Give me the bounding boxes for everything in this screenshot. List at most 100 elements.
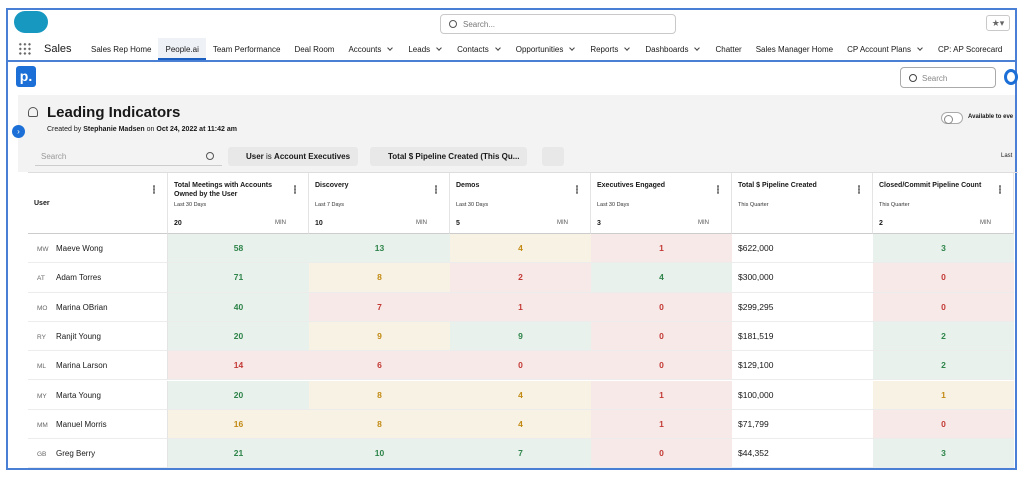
aggregate: MIN	[557, 220, 568, 226]
tab-label: Deal Room	[294, 45, 335, 54]
tab-label: Sales Rep Home	[91, 45, 152, 54]
tab-label: Contacts	[457, 45, 489, 54]
metric-cell: 4	[450, 409, 591, 440]
metric-cell: 14	[168, 351, 309, 381]
user-cell: MW Maeve Wong	[28, 234, 168, 264]
peopleai-logo[interactable]: p.	[16, 66, 36, 87]
target: 3	[597, 220, 601, 227]
initials: ML	[37, 363, 47, 371]
tab[interactable]: CP Account Plans	[840, 38, 931, 60]
aggregate: MIN	[980, 220, 991, 226]
metric-cell: 13	[309, 234, 450, 264]
page-title: Leading Indicators	[47, 104, 181, 121]
metric-cell: 4	[450, 380, 591, 410]
filter-search[interactable]: Search	[35, 147, 222, 166]
period: Last 30 Days	[597, 202, 630, 208]
sidebar-toggle[interactable]: ›	[12, 125, 25, 138]
header-label: Total $ Pipeline Created	[738, 182, 817, 189]
app-launcher[interactable]	[18, 42, 32, 56]
column-header: Executives Engaged Last 30 Days 3 MIN	[591, 173, 732, 234]
frame	[6, 8, 1017, 470]
metric-cell: 0	[591, 439, 732, 468]
metric-cell: 0	[450, 351, 591, 381]
period: Last 7 Days	[315, 202, 345, 208]
metric-cell: $129,100	[732, 351, 873, 381]
column-header: Total $ Pipeline Created This Quarter	[732, 173, 873, 234]
user-name: Adam Torres	[56, 273, 102, 283]
tab[interactable]: Leads	[401, 38, 450, 60]
period: Last 30 Days	[456, 202, 489, 208]
menu	[717, 185, 719, 194]
tab[interactable]: Opportunities	[509, 38, 584, 60]
user-cell: AT Adam Torres	[28, 263, 168, 293]
tab[interactable]: Team Performance	[206, 38, 288, 60]
metric-cell: 0	[591, 321, 732, 352]
metric-cell: $622,000	[732, 234, 873, 264]
toggle[interactable]	[941, 112, 963, 124]
metric-cell: 16	[168, 409, 309, 440]
user-name: Ranjit Young	[56, 331, 101, 341]
columns-button[interactable]	[542, 147, 564, 166]
tab-label: Accounts	[348, 45, 382, 54]
filter-chip[interactable]: Total $ Pipeline Created (This Qu...	[370, 147, 528, 166]
page-search[interactable]: Search	[900, 67, 996, 88]
metric-cell: 0	[873, 292, 1014, 322]
aggregate: MIN	[416, 220, 427, 226]
tab[interactable]: Contacts	[450, 38, 509, 60]
user-cell: RY Ranjit Young	[28, 321, 168, 352]
text: Created by	[47, 126, 82, 133]
metric-cell: $44,352	[732, 439, 873, 468]
tab-label: Opportunities	[515, 45, 564, 54]
assistant-button[interactable]	[1004, 69, 1018, 85]
tab[interactable]: Chatter	[708, 38, 748, 60]
user-name: Marta Young	[56, 390, 101, 400]
toggle-label: Available to eve	[968, 114, 1014, 120]
app-name: Sales	[44, 43, 72, 55]
initials: MO	[37, 304, 48, 312]
metric-cell: 58	[168, 234, 309, 264]
tab[interactable]: Sales Rep Home	[84, 38, 158, 60]
metric-cell: 10	[309, 439, 450, 468]
tab-label: Dashboards	[645, 45, 689, 54]
filter-value: Account Executives	[274, 152, 351, 161]
tab[interactable]: Accounts	[341, 38, 401, 60]
aggregate: MIN	[275, 220, 286, 226]
metric-cell: 2	[873, 321, 1014, 352]
metric-cell: 20	[168, 380, 309, 410]
metric-cell: 1	[591, 409, 732, 440]
metric-cell: 0	[591, 292, 732, 322]
column-header: User	[28, 173, 168, 234]
tab[interactable]: People.ai	[158, 38, 206, 60]
metric-cell: 1	[873, 380, 1014, 410]
menu	[858, 185, 860, 194]
tab[interactable]: CP: AP Scorecard	[931, 38, 1009, 60]
metric-cell: $100,000	[732, 380, 873, 410]
metric-cell: 1	[591, 380, 732, 410]
tab[interactable]: Deal Room	[287, 38, 341, 60]
metric-cell: 20	[168, 321, 309, 352]
metric-cell: 0	[873, 409, 1014, 440]
logo[interactable]	[14, 11, 48, 33]
menu	[153, 185, 155, 194]
user-cell: MO Marina OBrian	[28, 292, 168, 322]
tab[interactable]: Dashboards	[638, 38, 708, 60]
last-label: Last	[1001, 153, 1013, 159]
metric-cell: 6	[309, 351, 450, 381]
tab[interactable]: Sales Manager Home	[749, 38, 840, 60]
user-cell: MY Marta Young	[28, 380, 168, 410]
metric-cell: 3	[873, 234, 1014, 264]
tab-label: Team Performance	[212, 45, 281, 54]
users-icon	[28, 107, 38, 117]
user-name: Marina Larson	[56, 361, 108, 371]
favorites[interactable]: ★▾	[986, 15, 1010, 31]
filter-chip[interactable]: User is Account Executives	[228, 147, 359, 166]
metric-cell: $181,519	[732, 321, 873, 352]
divider	[6, 60, 1017, 62]
text: on	[146, 126, 155, 133]
target: 5	[456, 220, 460, 227]
user-cell: MM Manuel Morris	[28, 409, 168, 440]
period: Last 30 Days	[174, 202, 207, 208]
global-search[interactable]: Search...	[440, 14, 676, 34]
tab[interactable]: Reports	[583, 38, 638, 60]
